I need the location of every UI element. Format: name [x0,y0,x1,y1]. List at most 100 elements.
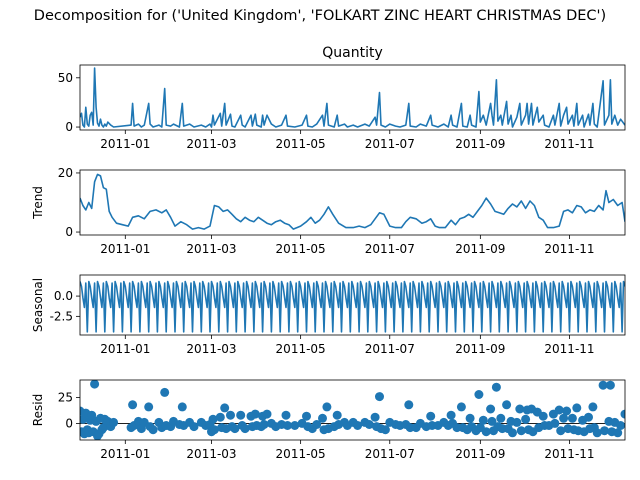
y-axis-label: Seasonal [31,278,45,332]
x-tick-label: 2011-07 [365,447,415,461]
x-tick-label: 2011-07 [365,137,415,151]
data-layer [80,380,625,440]
panel-2: Trend 0 20 2011-01 2011-03 2011-05 2011-07 2011… [31,166,626,256]
residual-point [375,392,384,402]
residual-point [486,404,496,414]
y-tick-label: 25 [58,391,73,405]
x-tick-label: 2011-01 [100,342,150,356]
x-tick-label: 2011-05 [276,242,326,256]
residual-point [616,421,625,430]
residual-point [250,409,260,419]
residual-point [90,380,100,389]
residual-point [481,427,491,437]
residual-point [600,426,609,436]
y-tick-label: 50 [58,71,73,85]
x-tick-label: 2011-03 [186,242,236,256]
x-tick-label: 2011-11 [544,137,594,151]
residual-point [620,409,625,419]
axes-frame [79,379,626,441]
series-line [80,280,625,333]
residual-point [364,420,374,429]
residual-point [215,412,225,422]
data-layer [80,173,625,230]
residual-point [521,414,531,424]
x-tick-label: 2011-03 [186,342,236,356]
residual-point [515,404,525,414]
x-tick-label: 2011-11 [544,447,594,461]
x-tick-label: 2011-09 [455,242,505,256]
y-tick-label: 20 [58,166,73,180]
residual-point [613,428,623,438]
residual-point [588,402,598,412]
residual-point [259,420,269,429]
x-tick-label: 2011-01 [100,242,150,256]
residual-point [240,424,250,434]
residual-point [312,420,322,429]
residual-point [353,421,363,430]
residual-point [262,409,272,419]
axes-frame [79,64,626,131]
residual-point [592,428,602,438]
residual-point [502,400,512,410]
x-tick-label: 2011-01 [100,137,150,151]
residual-point [370,412,380,422]
residual-point [144,402,154,412]
residual-point [189,422,199,432]
residual-point [572,403,582,413]
residual-point [322,402,332,412]
residual-point [209,425,219,435]
y-tick-label: 0 [65,120,73,134]
data-layer [80,280,625,333]
residual-point [516,426,526,436]
x-tick-label: 2011-07 [365,242,415,256]
residual-point [598,380,608,390]
x-tick-label: 2011-01 [100,447,150,461]
residual-point [559,413,569,423]
residual-point [446,410,456,420]
x-tick-label: 2011-11 [544,242,594,256]
series-line [80,173,625,230]
residual-point [177,402,187,412]
residual-point [550,418,560,428]
residual-point [160,387,170,397]
residual-point [220,403,230,413]
x-tick-label: 2011-03 [186,137,236,151]
residual-point [404,400,414,410]
y-tick-label: 0 [65,225,73,239]
residual-point [512,417,522,427]
series-line [80,67,625,128]
y-tick-label: 0 [65,416,73,430]
residual-point [496,413,506,423]
panel-title: Quantity [322,45,383,61]
figure-suptitle: Decomposition for ('United Kingdom', 'FO… [34,8,606,24]
residual-point [562,406,572,416]
residual-point [605,380,615,390]
residual-point [465,413,475,423]
residual-point [380,425,390,435]
residual-point [290,421,300,430]
residual-point [426,411,436,421]
x-tick-label: 2011-05 [276,447,326,461]
residual-point [554,405,564,415]
residual-point [226,410,235,420]
residual-point [584,412,593,422]
residual-point [332,410,342,420]
x-tick-label: 2011-07 [365,342,415,356]
residual-point [283,421,292,430]
residual-point [128,400,138,410]
residual-point [318,413,327,423]
residual-point [567,413,577,423]
panel-1: Quantity 0 50 2011-01 2011-03 2011-05 2011-07 2… [58,45,626,151]
x-tick-label: 2011-05 [276,137,326,151]
residual-point [281,410,291,420]
residual-point [556,426,566,436]
residual-point [236,410,246,420]
residual-point [478,415,488,425]
x-tick-label: 2011-09 [455,447,505,461]
x-tick-label: 2011-09 [455,342,505,356]
residual-point [230,424,240,434]
residual-point [508,428,517,438]
residual-point [148,425,158,435]
panel-4: Resid 0 25 2011-01 2011-03 2011-05 2011-07 2011… [31,379,626,461]
